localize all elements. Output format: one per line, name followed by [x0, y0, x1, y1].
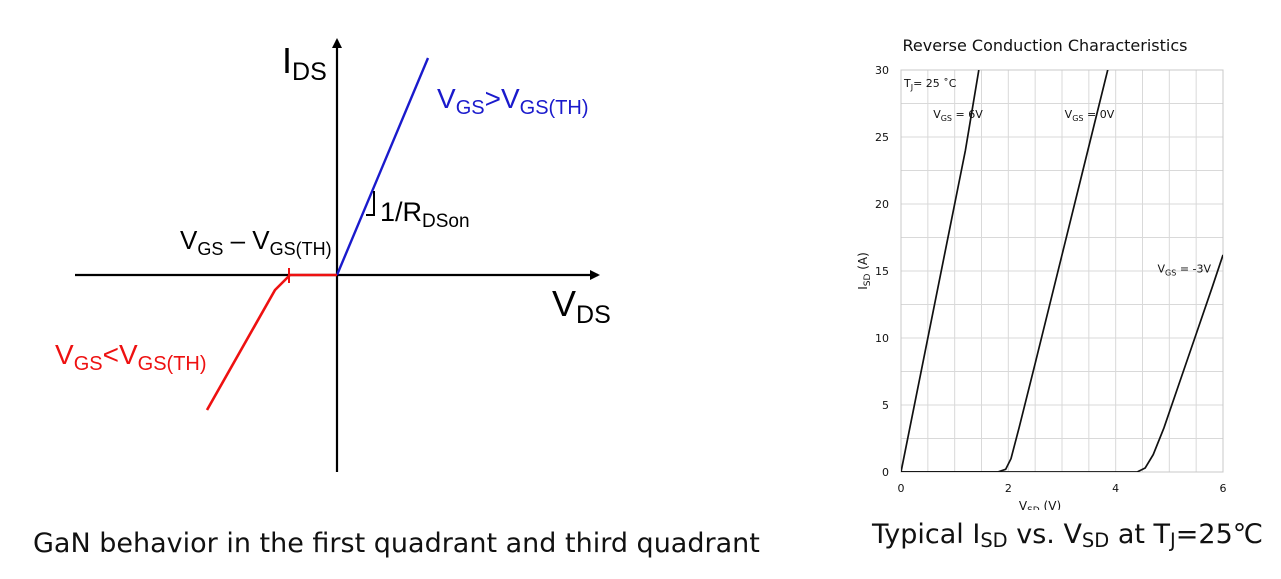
y-axis-label: IDS	[282, 40, 327, 86]
right-caption-part: at T	[1109, 519, 1171, 550]
gan-iv-diagram: IDS VDS VGS>VGS(TH) VGS<VGS(TH) VGS – VG…	[55, 38, 611, 472]
on-state-line	[335, 57, 430, 276]
right-caption-part: =25℃	[1175, 519, 1264, 550]
series-label-2: VGS = 0V	[1065, 108, 1115, 123]
off-state-label: VGS<VGS(TH)	[55, 339, 207, 375]
y-tick-label: 5	[882, 399, 889, 412]
x-axis-label: VDS	[552, 283, 611, 329]
x-axis-title: VSD (V)	[1019, 499, 1061, 510]
series-label-3: VGS = -3V	[1158, 262, 1212, 277]
on-state-label: VGS>VGS(TH)	[437, 83, 589, 119]
series-line-2	[901, 70, 1109, 472]
series-line-3	[901, 254, 1223, 472]
left-caption: GaN behavior in the first quadrant and t…	[33, 528, 760, 559]
y-tick-label: 0	[882, 466, 889, 479]
chart-title: Reverse Conduction Characteristics	[903, 36, 1188, 55]
off-state-line	[205, 273, 337, 411]
right-caption-part: Typical I	[872, 519, 981, 550]
y-axis-title: ISD (A)	[856, 252, 873, 290]
right-caption-sub: SD	[980, 528, 1008, 552]
x-tick-label: 2	[1005, 482, 1012, 495]
right-caption-sub: SD	[1081, 528, 1110, 552]
reverse-conduction-chart: Reverse Conduction Characteristics 0 2 4 6 0…	[856, 36, 1227, 510]
slope-indicator	[366, 191, 375, 216]
right-caption-part: vs. V	[1007, 519, 1082, 550]
series-line-1	[901, 70, 980, 472]
x-tick-label: 0	[898, 482, 905, 495]
threshold-label: VGS – VGS(TH)	[180, 225, 332, 259]
x-tick-label: 6	[1220, 482, 1227, 495]
chart-annotation: TJ= 25 ˚C	[903, 77, 957, 92]
y-tick-label: 20	[875, 198, 889, 211]
y-tick-label: 15	[875, 265, 889, 278]
right-caption-sub: J	[1170, 528, 1176, 552]
series-label-1: VGS = 6V	[933, 108, 983, 123]
slope-label: 1/RDSon	[380, 197, 470, 232]
x-tick-label: 4	[1112, 482, 1119, 495]
y-tick-label: 10	[875, 332, 889, 345]
right-caption: Typical ISD vs. VSD at TJ=25℃	[872, 519, 1263, 552]
y-tick-label: 30	[875, 64, 889, 77]
y-tick-label: 25	[875, 131, 889, 144]
